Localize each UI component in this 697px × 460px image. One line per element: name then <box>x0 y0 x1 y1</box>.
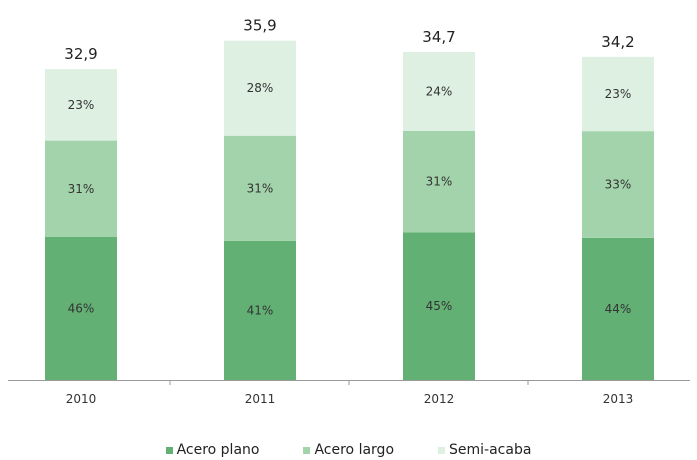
legend-item-acero-largo: Acero largo <box>303 442 394 458</box>
bar-segment-acero-plano-2011 <box>224 240 296 380</box>
bar-segment-semi-acaba-2012 <box>403 52 475 131</box>
stacked-bar-chart: 46% 31% 23% 32,9 41% 31% 28% 35,9 45% 31% 24% 34,7 4… <box>8 17 690 406</box>
bar-segment-acero-largo-2013 <box>582 131 654 238</box>
bar-segment-acero-largo-2011 <box>224 135 296 241</box>
segment-label-acero-plano-2013: 44% <box>605 302 632 316</box>
legend: Acero plano Acero largo Semi-acaba <box>0 440 697 460</box>
total-label-2013: 34,2 <box>601 33 634 51</box>
legend-item-semi-acaba: Semi-acaba <box>438 442 531 458</box>
total-label-2010: 32,9 <box>64 45 97 63</box>
segment-label-acero-largo-2012: 31% <box>426 175 453 189</box>
segment-label-semi-acaba-2013: 23% <box>605 87 632 101</box>
legend-label-acero-plano: Acero plano <box>176 442 260 458</box>
segment-label-acero-plano-2012: 45% <box>426 299 453 313</box>
bar-segment-semi-acaba-2010 <box>45 69 117 141</box>
segment-label-acero-plano-2010: 46% <box>68 301 95 315</box>
segment-label-semi-acaba-2011: 28% <box>247 81 274 95</box>
total-label-2012: 34,7 <box>422 28 455 46</box>
segment-label-acero-largo-2013: 33% <box>605 177 632 191</box>
legend-item-acero-plano: Acero plano <box>165 442 260 458</box>
bar-segment-semi-acaba-2013 <box>582 56 654 132</box>
bar-segment-acero-plano-2010 <box>45 236 117 380</box>
bars-group: 46% 31% 23% 32,9 41% 31% 28% 35,9 45% 31% 24% 34,7 4… <box>45 17 654 380</box>
legend-swatch-acero-plano <box>165 446 173 454</box>
x-axis-ticks: 2010 2011 2012 2013 <box>66 380 634 406</box>
legend-swatch-acero-largo <box>303 446 311 454</box>
x-tick-label-2010: 2010 <box>66 392 97 406</box>
x-tick-label-2012: 2012 <box>424 392 455 406</box>
x-tick-label-2011: 2011 <box>245 392 276 406</box>
legend-label-semi-acaba: Semi-acaba <box>449 442 532 458</box>
segment-label-semi-acaba-2010: 23% <box>68 98 95 112</box>
legend-swatch-semi-acaba <box>438 446 446 454</box>
segment-label-acero-largo-2011: 31% <box>247 181 274 195</box>
bar-segment-acero-plano-2013 <box>582 237 654 380</box>
bar-segment-acero-largo-2012 <box>403 130 475 233</box>
bar-segment-acero-largo-2010 <box>45 140 117 237</box>
bar-segment-acero-plano-2012 <box>403 232 475 380</box>
x-tick-label-2013: 2013 <box>603 392 634 406</box>
legend-label-acero-largo: Acero largo <box>314 442 395 458</box>
segment-label-acero-plano-2011: 41% <box>247 303 274 317</box>
bar-segment-semi-acaba-2011 <box>224 40 296 136</box>
segment-label-acero-largo-2010: 31% <box>68 182 95 196</box>
segment-label-semi-acaba-2012: 24% <box>426 84 453 98</box>
total-label-2011: 35,9 <box>243 17 276 35</box>
